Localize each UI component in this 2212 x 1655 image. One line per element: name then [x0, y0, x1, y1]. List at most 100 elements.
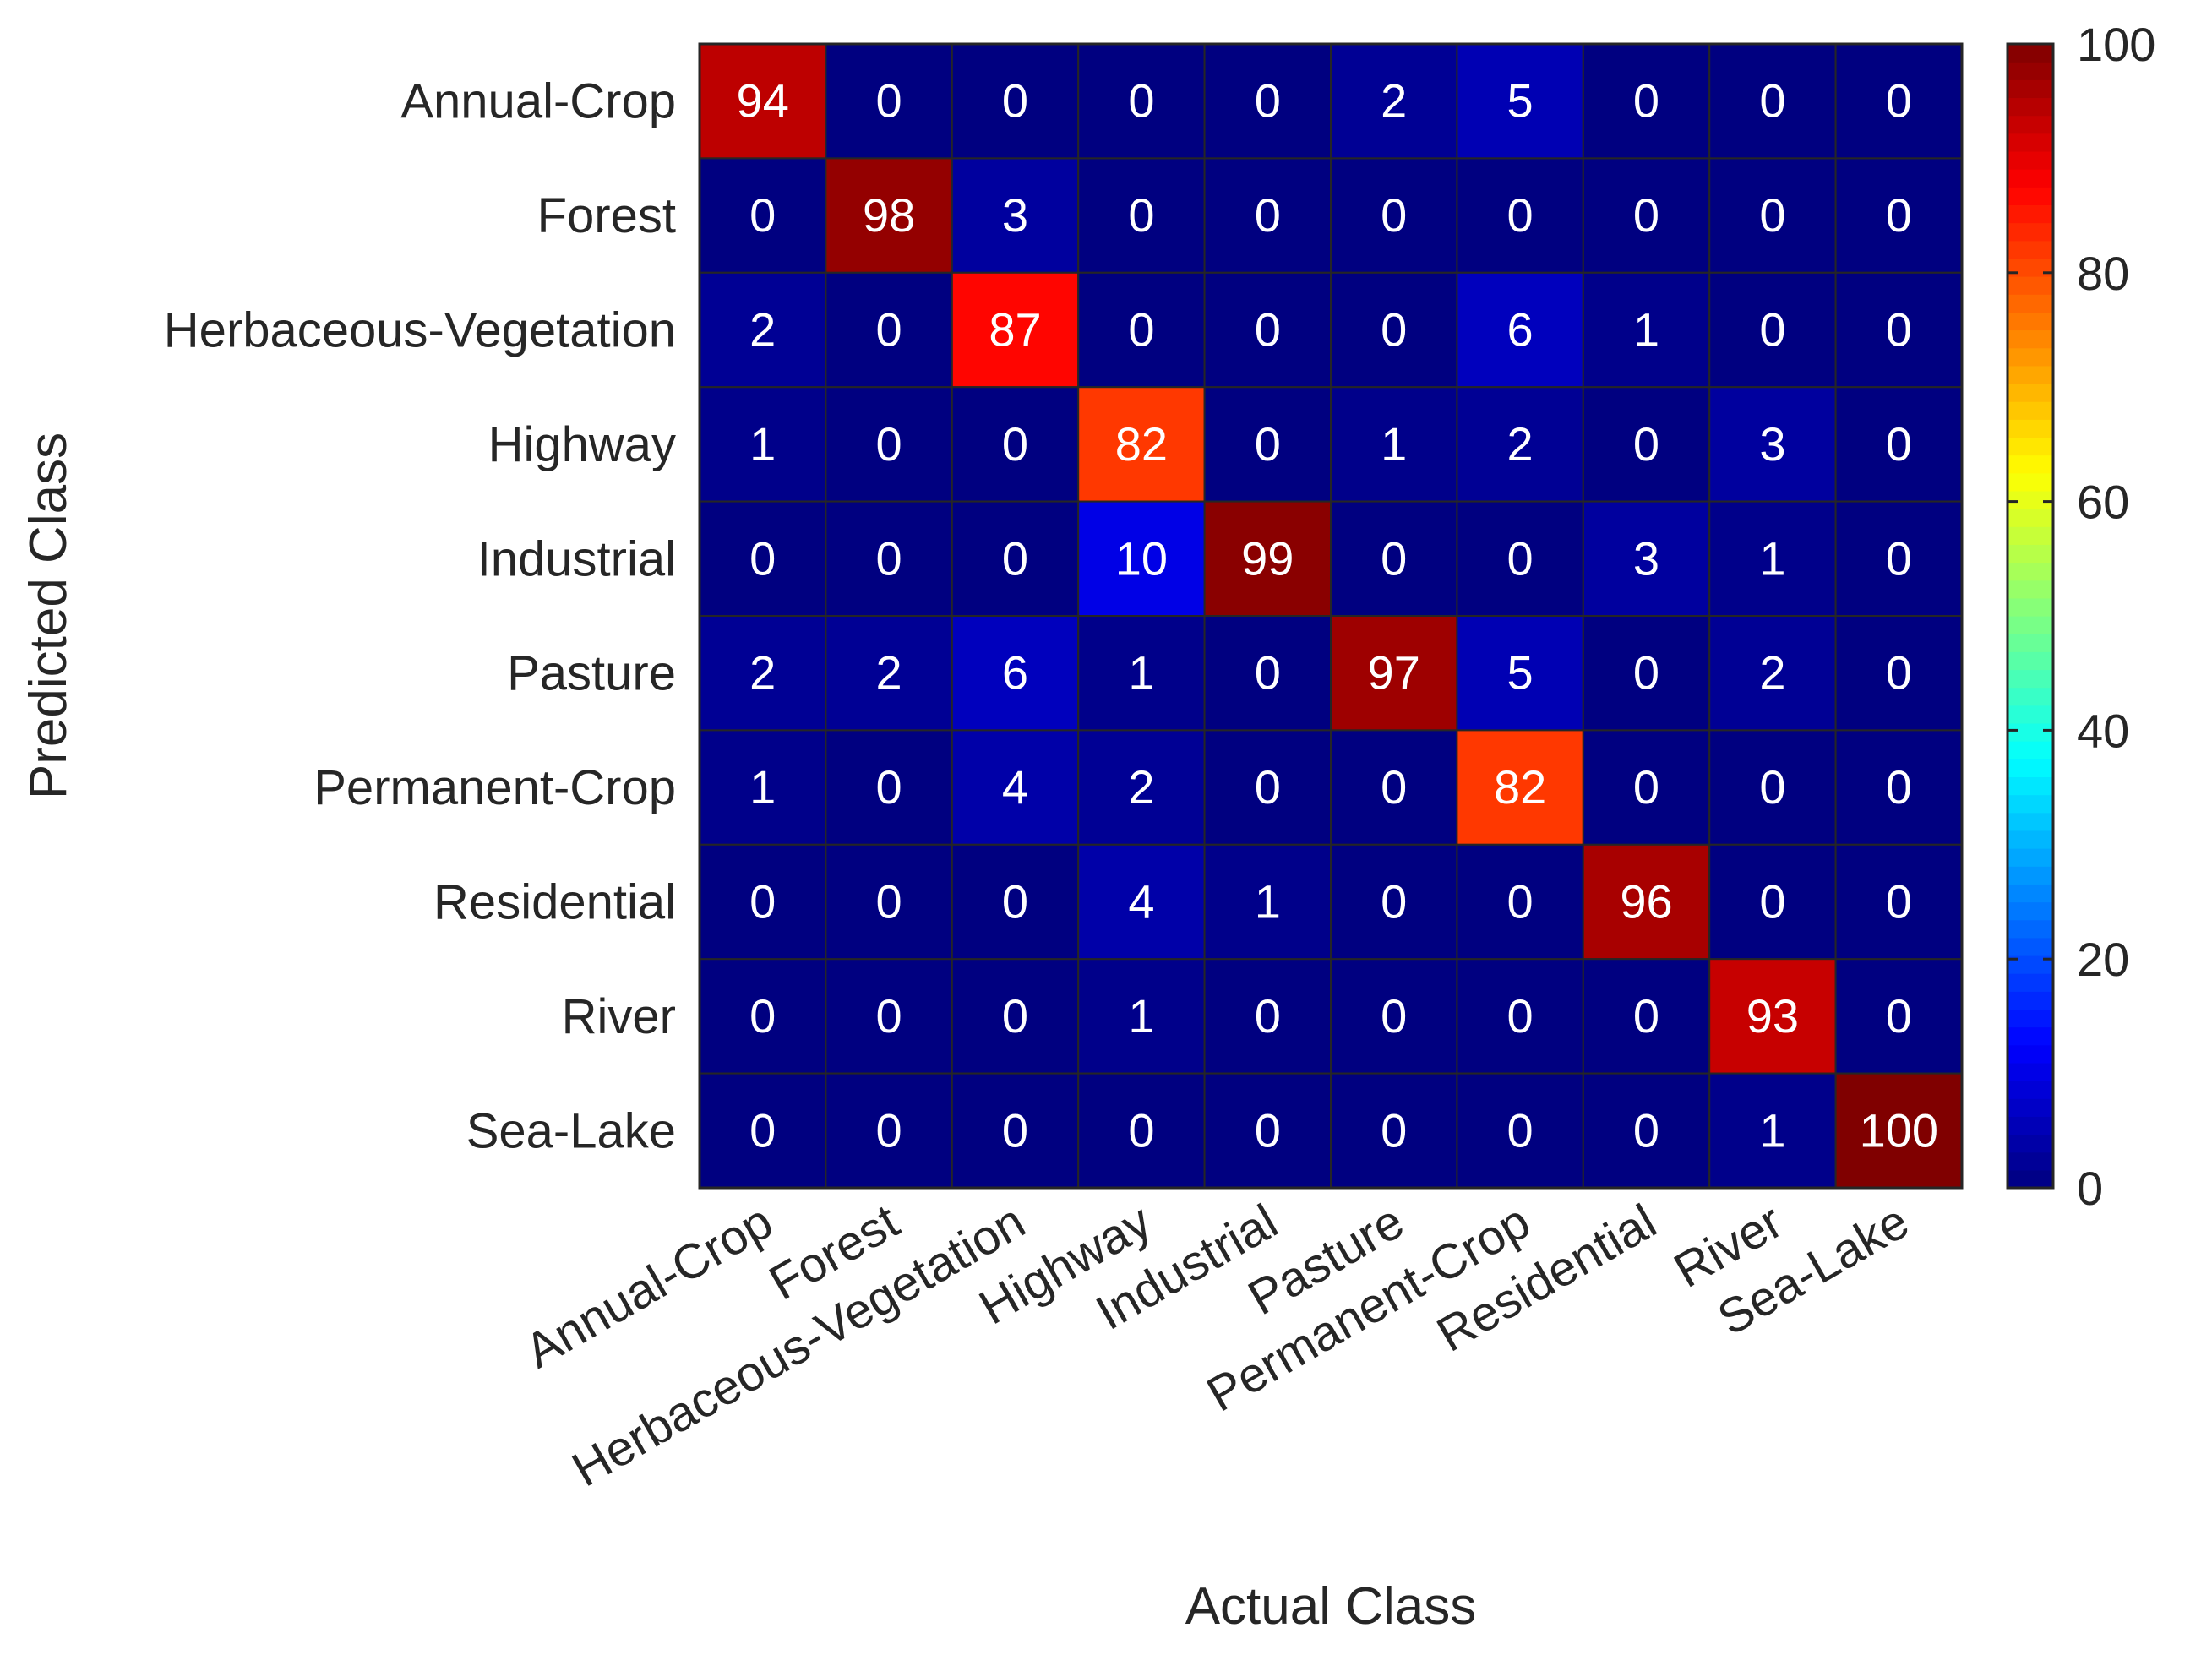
cell-value-label: 0 [1633, 1103, 1659, 1157]
heatmap-cell [1203, 1072, 1332, 1189]
heatmap-cell [1582, 958, 1711, 1075]
colorbar-swatch [2008, 258, 2053, 277]
heatmap-cell [699, 615, 827, 732]
colorbar-swatch [2008, 1169, 2053, 1189]
cell-value-label: 0 [1381, 188, 1407, 242]
cell-value-label: 0 [1381, 875, 1407, 928]
cell-value-label: 0 [749, 989, 776, 1043]
heatmap-cell [1708, 729, 1837, 846]
heatmap-cell [1456, 386, 1584, 503]
cell-value-label: 0 [1255, 417, 1281, 471]
cell-value-label: 0 [1381, 1103, 1407, 1157]
cell-value-label: 0 [1255, 74, 1281, 128]
cell-value-label: 0 [1255, 760, 1281, 814]
cell-value-label: 0 [1886, 188, 1912, 242]
cell-value-label: 0 [1633, 989, 1659, 1043]
heatmap-cell [1582, 43, 1711, 160]
heatmap-cell [1330, 386, 1458, 503]
colorbar-swatch [2008, 973, 2053, 992]
cell-value-label: 99 [1241, 531, 1294, 585]
heatmap-cell [1077, 729, 1206, 846]
heatmap-cell [1330, 843, 1458, 961]
cell-value-label: 0 [1128, 303, 1154, 357]
cell-value-label: 0 [1507, 531, 1534, 585]
cell-value-label: 0 [1381, 760, 1407, 814]
colorbar-tick-label: 0 [2077, 1162, 2103, 1215]
colorbar-swatch [2008, 169, 2053, 188]
cell-value-label: 0 [1759, 188, 1785, 242]
colorbar-swatch [2008, 222, 2053, 242]
cell-value-label: 0 [1633, 646, 1659, 700]
colorbar-swatch [2008, 937, 2053, 956]
colorbar-swatch [2008, 544, 2053, 563]
colorbar-swatch [2008, 294, 2053, 313]
heatmap-cell [1077, 843, 1206, 961]
cell-value-label: 0 [1002, 74, 1028, 128]
heatmap-cell [1708, 1072, 1837, 1189]
colorbar-swatch [2008, 150, 2053, 170]
heatmap-cell [951, 271, 1080, 389]
colorbar-swatch [2008, 1081, 2053, 1099]
y-tick-label-highway: Highway [488, 417, 676, 472]
cell-value-label: 93 [1746, 989, 1799, 1043]
colorbar-swatch [2008, 669, 2053, 689]
cell-value-label: 0 [1002, 989, 1028, 1043]
y-tick-label-industrial: Industrial [477, 531, 676, 586]
cell-value-label: 1 [1633, 303, 1659, 357]
heatmap-cell [1456, 271, 1584, 389]
cell-value-label: 6 [1002, 646, 1028, 700]
heatmap-cell [951, 958, 1080, 1075]
y-tick-label-river: River [562, 989, 676, 1044]
heatmap-cell [1834, 43, 1964, 160]
x-axis-label: Actual Class [1185, 1577, 1477, 1636]
heatmap-cell [1456, 1072, 1584, 1189]
cell-value-label: 2 [1381, 74, 1407, 128]
cell-value-label: 5 [1507, 646, 1534, 700]
cell-value-label: 0 [876, 74, 902, 128]
heatmap-cell [1834, 500, 1964, 617]
heatmap-cell [825, 271, 953, 389]
colorbar-swatch [2008, 490, 2053, 509]
cell-value-label: 3 [1759, 417, 1785, 471]
colorbar-tick-label: 60 [2077, 476, 2129, 529]
colorbar-tick-label: 20 [2077, 933, 2129, 986]
colorbar-swatch [2008, 562, 2053, 581]
cell-value-label: 0 [1507, 1103, 1534, 1157]
heatmap-cell [1456, 500, 1584, 617]
colorbar-swatch [2008, 62, 2053, 80]
cell-value-label: 0 [1002, 531, 1028, 585]
cell-value-label: 0 [876, 417, 902, 471]
colorbar: 0 20 40 60 80 100 [2006, 18, 2155, 1215]
colorbar-tick-label: 80 [2077, 247, 2129, 300]
cell-value-label: 2 [876, 646, 902, 700]
cell-value-label: 3 [1633, 531, 1659, 585]
cell-value-label: 82 [1494, 760, 1546, 814]
colorbar-swatch [2008, 419, 2053, 438]
cell-value-label: 2 [1128, 760, 1154, 814]
cell-value-label: 0 [749, 875, 776, 928]
heatmap-cell [1330, 500, 1458, 617]
heatmap-cell [699, 729, 827, 846]
cell-value-label: 0 [1886, 74, 1912, 128]
cell-value-label: 0 [1886, 646, 1912, 700]
cell-value-label: 0 [1886, 303, 1912, 357]
heatmap-cell [1330, 157, 1458, 274]
colorbar-swatch [2008, 848, 2053, 867]
colorbar-swatch [2008, 472, 2053, 492]
cell-value-label: 0 [1886, 417, 1912, 471]
heatmap-cell [1834, 729, 1964, 846]
cell-value-label: 0 [1381, 531, 1407, 585]
y-tick-label-pasture: Pasture [507, 646, 676, 701]
cell-value-label: 87 [989, 303, 1041, 357]
cell-value-label: 6 [1507, 303, 1534, 357]
cell-value-label: 0 [1002, 875, 1028, 928]
cell-value-label: 4 [1128, 875, 1154, 928]
colorbar-swatch [2008, 329, 2053, 349]
heatmap-cell [825, 1072, 953, 1189]
colorbar-swatch [2008, 347, 2053, 367]
heatmap-cell [825, 843, 953, 961]
colorbar-swatch [2008, 204, 2053, 224]
cell-value-label: 0 [876, 760, 902, 814]
heatmap-cell [1582, 1072, 1711, 1189]
